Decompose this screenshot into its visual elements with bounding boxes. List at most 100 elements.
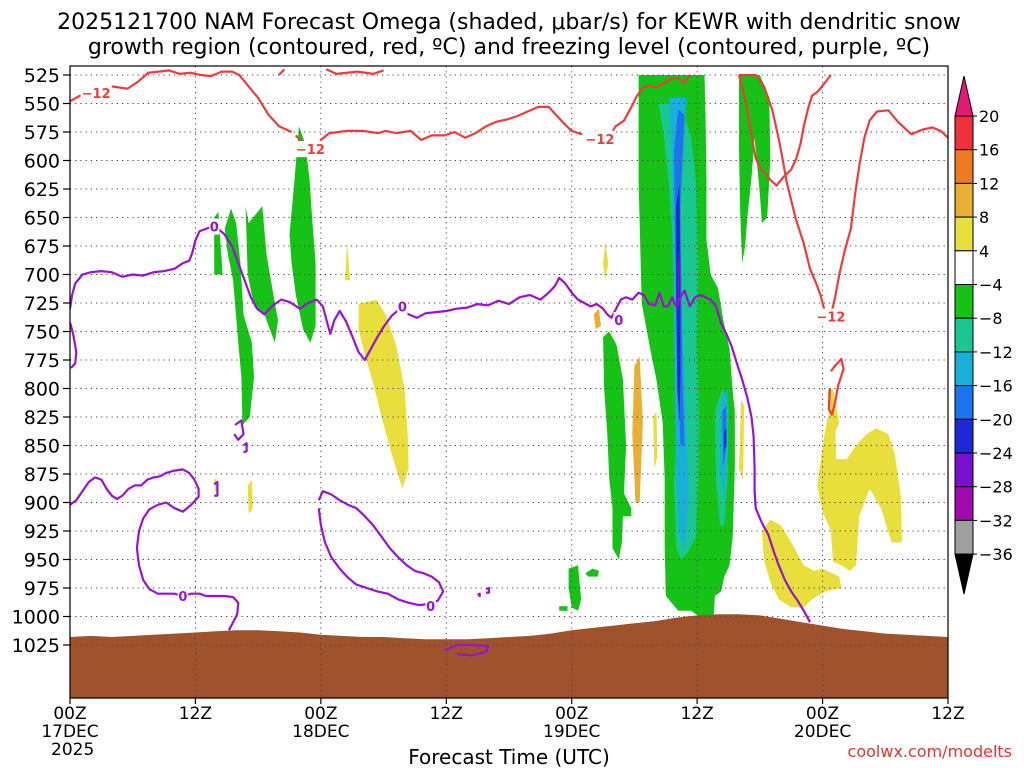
- x-tick-label-0: 00Z: [53, 704, 86, 724]
- colorbar-band-5: [954, 284, 974, 319]
- y-tick-label-525: 525: [24, 65, 60, 87]
- freezing-level-contour-3: [317, 490, 445, 607]
- freezing-level-label-bg-3: [613, 312, 624, 329]
- dendritic-contour-m12-2: [316, 105, 583, 150]
- y-tick-label-975: 975: [24, 578, 60, 600]
- y-tick-label-625: 625: [24, 179, 60, 201]
- colorbar-band-11: [954, 486, 974, 521]
- colorbar-label-1: 16: [979, 141, 999, 160]
- colorbar-label-7: −12: [979, 343, 1013, 362]
- omega-region-p8-14: [632, 356, 643, 503]
- y-tick-label-800: 800: [24, 379, 60, 401]
- freezing-level-contour-2: [70, 468, 240, 631]
- colorbar-band-10: [954, 452, 974, 488]
- y-tick-label-775: 775: [24, 350, 60, 372]
- colorbar-band-3: [954, 216, 974, 252]
- colorbar-band-2: [954, 182, 974, 218]
- freezing-level-label-4: 0: [178, 590, 187, 605]
- plot-frame: [69, 65, 949, 699]
- colorbar-label-4: 4: [979, 242, 989, 261]
- colorbar-bottom-arrow: [954, 553, 974, 595]
- freezing-level-label-bg-4: [177, 587, 189, 604]
- omega-region-m4-9: [559, 606, 568, 611]
- x-date-label-24: 18DEC: [292, 722, 349, 742]
- colorbar-band-4: [954, 250, 974, 286]
- x-tick-label-36: 12Z: [430, 704, 463, 724]
- pressure-axis: 525 550 575 600 625 650 675 700 725 750 775 800 825 8…: [12, 65, 70, 657]
- colorbar-label-10: −24: [979, 444, 1013, 463]
- ground-layer: [70, 614, 948, 698]
- y-tick-label-575: 575: [24, 122, 60, 144]
- omega-region-m4-17: [739, 75, 771, 264]
- x-date-label-72: 20DEC: [794, 722, 851, 742]
- y-tick-label-925: 925: [24, 521, 60, 543]
- y-tick-label-1025: 1025: [12, 635, 60, 657]
- colorbar-band-7: [954, 351, 974, 387]
- dendritic-contour-m12-5: [829, 109, 948, 316]
- dendritic-contour-m12-8: [325, 68, 384, 76]
- omega-region-p4-27: [817, 417, 902, 571]
- colorbar-band-9: [954, 418, 974, 454]
- x-axis-label: Forecast Time (UTC): [408, 745, 610, 768]
- omega-region-p4-15: [653, 411, 658, 469]
- freezing-level-contour-6: [213, 480, 219, 497]
- y-tick-label-750: 750: [24, 322, 60, 344]
- colorbar-band-1: [954, 149, 974, 184]
- omega-region-p4-28: [761, 519, 842, 608]
- dendritic-contour-label-bg-0: [80, 85, 112, 102]
- omega-region-p4-12: [603, 242, 609, 281]
- omega-shading-layer: [214, 75, 902, 617]
- x-year-label-0: 2025: [51, 740, 94, 760]
- chart-title-line-2: growth region (contoured, red, ºC) and f…: [88, 35, 930, 60]
- contour-label-layer: −12 −12 −12 −12 0 0 0 0 0: [80, 85, 847, 615]
- y-tick-label-600: 600: [24, 151, 60, 173]
- colorbar-label-9: −20: [979, 410, 1013, 429]
- y-tick-label-700: 700: [24, 265, 60, 287]
- colorbar-band-0: [954, 115, 974, 151]
- omega-region-p8-11: [593, 308, 601, 330]
- freezing-level-contour-8: [477, 592, 481, 598]
- chart-title-line-1: 2025121700 NAM Forecast Omega (shaded, μ…: [57, 10, 961, 35]
- x-tick-label-60: 12Z: [681, 704, 714, 724]
- omega-region-m4-10: [585, 568, 599, 577]
- x-tick-label-48: 00Z: [555, 704, 588, 724]
- colorbar-label-3: 8: [979, 208, 989, 227]
- colorbar-band-6: [954, 317, 974, 353]
- y-tick-label-550: 550: [24, 94, 60, 116]
- omega-region-p4-4: [344, 242, 351, 281]
- y-tick-label-875: 875: [24, 464, 60, 486]
- y-tick-label-900: 900: [24, 493, 60, 515]
- freezing-level-contour-4: [233, 419, 245, 441]
- colorbar-label-8: −16: [979, 377, 1013, 396]
- freezing-level-label-3: 0: [614, 314, 623, 329]
- dendritic-contour-m12-4: [739, 73, 832, 317]
- freezing-level-label-bg-1: [397, 298, 408, 315]
- colorbar-label-0: 20: [979, 107, 999, 126]
- y-tick-label-950: 950: [24, 550, 60, 572]
- omega-region-p4-29: [739, 399, 745, 480]
- dendritic-contour-label-bg-3: [815, 308, 847, 325]
- y-tick-label-675: 675: [24, 236, 60, 258]
- omega-region-p4-6: [247, 479, 253, 514]
- colorbar-band-12: [954, 519, 974, 555]
- x-tick-label-72: 00Z: [806, 704, 839, 724]
- colorbar-label-2: 12: [979, 174, 999, 193]
- dendritic-contour-label-3: −12: [816, 311, 845, 326]
- x-tick-label-12: 12Z: [179, 704, 212, 724]
- dendritic-contour-label-2: −12: [585, 133, 614, 148]
- dendritic-contour-m12-9: [827, 357, 845, 416]
- freezing-level-label-bg-2: [425, 598, 436, 615]
- freezing-level-label-0: 0: [210, 221, 219, 236]
- y-tick-label-650: 650: [24, 208, 60, 230]
- colorbar-label-11: −28: [979, 478, 1013, 497]
- freezing-level-label-1: 0: [398, 300, 407, 315]
- credit-link[interactable]: coolwx.com/modelts: [848, 742, 1012, 761]
- dendritic-contour-label-bg-1: [294, 141, 327, 158]
- dendritic-contour-m12-6: [737, 74, 832, 187]
- freezing-level-contour-1: [70, 322, 78, 369]
- colorbar-band-8: [954, 385, 974, 420]
- freezing-level-label-2: 0: [426, 600, 435, 615]
- colorbar-label-13: −36: [979, 545, 1013, 564]
- y-tick-label-825: 825: [24, 407, 60, 429]
